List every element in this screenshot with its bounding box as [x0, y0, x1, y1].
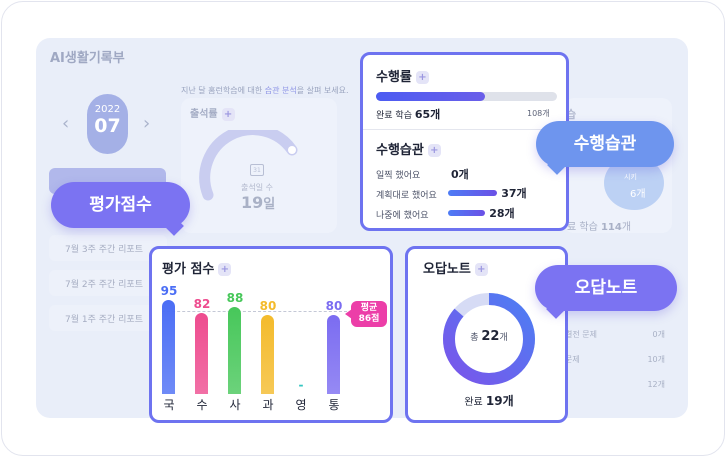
page-subtitle: 지난 달 홈런학습에 대한 습관 분석을 살펴 보세요. — [181, 86, 349, 95]
score-subject-label: 국 — [163, 398, 175, 412]
performance-title: 수행률 + — [376, 66, 429, 85]
wrong-note-title: 오답노트 + — [423, 258, 488, 277]
score-subject-label: 사 — [229, 398, 241, 412]
habit-row-label: 일찍 했어요 — [376, 171, 421, 181]
habit-bg-done: 료 학습 114개 — [567, 222, 632, 233]
score-value-label: - — [298, 378, 304, 392]
habit-bubble: 수행습관 — [536, 121, 674, 175]
donut-arc — [443, 293, 535, 385]
attendance-days-value: 19일 — [241, 193, 276, 212]
prev-month-icon[interactable]: ‹ — [62, 113, 70, 134]
score-bar — [261, 314, 274, 394]
habit-bg-title: 습 — [566, 108, 577, 121]
next-month-icon[interactable]: › — [143, 113, 151, 134]
score-bar — [162, 299, 175, 394]
habit-row-bar — [448, 210, 486, 216]
performance-total: 108개 — [527, 109, 550, 118]
attendance-label: 출석률 + — [190, 105, 235, 121]
score-title: 평가 점수 + — [162, 258, 232, 277]
wrong-note-done: 완료 19개 — [464, 394, 514, 408]
habit-info-icon[interactable]: + — [427, 144, 441, 157]
gauge-arc — [199, 130, 298, 201]
attendance-gauge — [199, 130, 298, 201]
wrong-note-donut — [443, 293, 535, 385]
habit-row-bar — [448, 190, 498, 196]
wrong-note-bubble: 오답노트 — [535, 265, 677, 319]
attendance-days-label: 출석일 수 — [241, 183, 273, 192]
average-badge: 평균 86점 — [345, 301, 387, 327]
score-subject-label: 과 — [262, 398, 274, 412]
app-title: AI생활기록부 — [50, 51, 125, 66]
habit-row-value: 28개 — [489, 207, 515, 220]
score-value-label: 95 — [160, 283, 178, 298]
habit-title: 수행습관 + — [376, 139, 441, 158]
habit-row-value: 0개 — [451, 168, 469, 181]
habit-row-value: 37개 — [501, 187, 527, 200]
attendance-info-icon[interactable]: + — [221, 107, 235, 121]
wrong-bg-row: 문제 10개 — [565, 355, 665, 364]
habit-bg-badge: 6개 — [630, 189, 646, 200]
performance-progress-fill — [376, 92, 485, 101]
performance-progress-track — [376, 92, 557, 101]
month-label: 07 — [94, 115, 121, 137]
score-value-label: 80 — [259, 298, 277, 313]
performance-done: 완료 학습 65개 — [376, 108, 441, 121]
report-row[interactable]: 7월 1주 주간 리포트 — [49, 305, 167, 331]
score-subject-label: 영 — [295, 398, 307, 412]
average-line — [162, 311, 347, 312]
report-row[interactable]: 7월 2주 주간 리포트 — [49, 270, 167, 296]
habit-bg-badge-sub: 시키 — [624, 173, 637, 181]
card-divider — [363, 129, 566, 130]
performance-habit-card — [360, 52, 569, 231]
score-info-icon[interactable]: + — [218, 263, 232, 276]
score-subject-label: 통 — [328, 398, 340, 412]
report-row[interactable]: 7월 3주 주간 리포트 — [49, 235, 167, 261]
month-selector: 2022 07 — [87, 94, 128, 154]
gauge-knob — [288, 146, 296, 154]
score-value-label: 82 — [193, 296, 211, 311]
performance-info-icon[interactable]: + — [415, 71, 429, 84]
score-bar — [195, 312, 208, 394]
score-value-label: 88 — [226, 290, 244, 305]
wrong-bg-row: 결전 문제 0개 — [565, 330, 665, 339]
score-subject-label: 수 — [196, 398, 208, 412]
wrong-note-total: 총 22개 — [470, 329, 508, 344]
year-label: 2022 — [94, 104, 121, 115]
score-bubble: 평가점수 — [51, 182, 190, 236]
score-bar — [228, 306, 241, 394]
habit-row-label: 나중에 했어요 — [376, 211, 429, 221]
score-value-label: 80 — [325, 298, 343, 313]
score-bar — [327, 314, 340, 394]
habit-row-label: 계획대로 했어요 — [376, 191, 437, 201]
calendar-icon: 31 — [250, 164, 264, 176]
wrong-note-info-icon[interactable]: + — [474, 263, 488, 276]
